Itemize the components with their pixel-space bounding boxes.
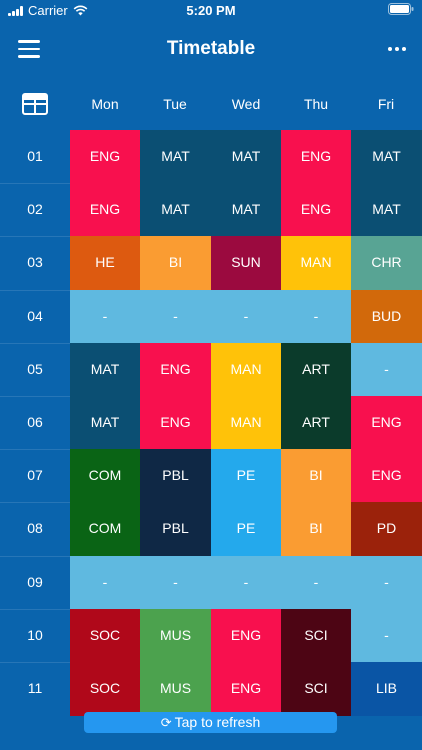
period-divider: [0, 342, 70, 344]
timetable-cell[interactable]: -: [351, 342, 422, 397]
refresh-button[interactable]: ⟳ Tap to refresh: [84, 712, 337, 733]
timetable-cell[interactable]: MUS: [140, 662, 211, 716]
timetable-cell[interactable]: SCI: [281, 662, 351, 716]
day-header-row: Mon Tue Wed Thu Fri: [0, 78, 422, 130]
timetable-cell[interactable]: ENG: [140, 342, 211, 397]
period-label: 08: [27, 520, 43, 537]
timetable-cell[interactable]: ENG: [70, 130, 140, 184]
status-bar: Carrier 5:20 PM: [0, 0, 422, 22]
period-divider: [0, 555, 70, 557]
period-label: 05: [27, 360, 43, 377]
timetable-cell[interactable]: MAT: [351, 183, 422, 238]
timetable-cell[interactable]: MAT: [70, 396, 140, 450]
timetable-cell[interactable]: MAN: [211, 342, 281, 397]
period-label: 01: [27, 148, 43, 164]
timetable-cell[interactable]: -: [211, 555, 281, 610]
timetable-cell[interactable]: -: [281, 555, 351, 610]
day-header-fri: Fri: [377, 96, 395, 112]
timetable-cell[interactable]: MAT: [70, 342, 140, 397]
period-label: 11: [27, 680, 43, 696]
period-label: 07: [27, 467, 43, 484]
more-ellipsis-icon[interactable]: [388, 47, 406, 51]
battery-icon: [388, 3, 414, 18]
timetable-cell[interactable]: COM: [70, 449, 140, 504]
refresh-label: Tap to refresh: [174, 714, 261, 730]
status-left: Carrier: [8, 3, 88, 18]
period-label: 04: [27, 307, 43, 324]
timetable-cell[interactable]: HE: [70, 236, 140, 291]
timetable-cell[interactable]: MAT: [211, 130, 281, 184]
period-label: 03: [27, 254, 43, 271]
timetable-cell[interactable]: LIB: [351, 662, 422, 716]
wifi-icon: [73, 5, 88, 16]
timetable-cell[interactable]: ENG: [351, 396, 422, 450]
signal-icon: [8, 5, 23, 16]
timetable-cell[interactable]: -: [211, 289, 281, 344]
timetable-cell[interactable]: SOC: [70, 608, 140, 663]
timetable-cell[interactable]: -: [140, 289, 211, 344]
timetable-cell[interactable]: SCI: [281, 608, 351, 663]
nav-bar: Timetable: [0, 22, 422, 78]
period-divider: [0, 396, 70, 397]
page-title: Timetable: [166, 38, 256, 59]
timetable-cell[interactable]: BI: [140, 236, 211, 291]
timetable-cell[interactable]: ENG: [211, 608, 281, 663]
carrier-label: Carrier: [28, 3, 68, 18]
timetable-cell[interactable]: MAT: [140, 183, 211, 238]
timetable-cell[interactable]: PE: [211, 449, 281, 504]
day-header-thu: Thu: [303, 96, 329, 112]
period-label: 02: [27, 201, 43, 218]
timetable-cell[interactable]: COM: [70, 502, 140, 557]
period-divider: [0, 449, 70, 451]
timetable-cell[interactable]: -: [351, 555, 422, 610]
period-divider: [0, 502, 70, 504]
period-divider: [0, 183, 70, 185]
hamburger-menu-icon[interactable]: [18, 40, 40, 58]
grid-view-icon[interactable]: [22, 93, 48, 115]
period-label: 10: [27, 626, 43, 643]
timetable-cell[interactable]: MAN: [281, 236, 351, 291]
timetable-cell[interactable]: ENG: [351, 449, 422, 504]
refresh-icon: ⟳: [160, 715, 172, 730]
timetable-cell[interactable]: BI: [281, 502, 351, 557]
timetable-cell[interactable]: SOC: [70, 662, 140, 716]
timetable-cell[interactable]: MUS: [140, 608, 211, 663]
timetable-cell[interactable]: ART: [281, 396, 351, 450]
timetable-cell[interactable]: CHR: [351, 236, 422, 291]
timetable-cell[interactable]: MAT: [211, 183, 281, 238]
period-label: 06: [27, 414, 43, 430]
status-time: 5:20 PM: [186, 3, 236, 18]
timetable-cell[interactable]: PBL: [140, 449, 211, 504]
timetable-cell[interactable]: ENG: [281, 130, 351, 184]
timetable-cell[interactable]: PBL: [140, 502, 211, 557]
timetable-cell[interactable]: -: [70, 289, 140, 344]
timetable-cell[interactable]: PD: [351, 502, 422, 557]
period-divider: [0, 662, 70, 663]
timetable-cell[interactable]: -: [351, 608, 422, 663]
timetable-cell[interactable]: PE: [211, 502, 281, 557]
timetable-cell[interactable]: ENG: [70, 183, 140, 238]
timetable-cell[interactable]: -: [140, 555, 211, 610]
timetable-cell[interactable]: ENG: [281, 183, 351, 238]
period-divider: [0, 608, 70, 610]
period-divider: [0, 236, 70, 238]
period-divider: [0, 289, 70, 291]
timetable-cell[interactable]: -: [281, 289, 351, 344]
timetable-cell[interactable]: ENG: [140, 396, 211, 450]
timetable-cell[interactable]: SUN: [211, 236, 281, 291]
timetable-cell[interactable]: BUD: [351, 289, 422, 344]
day-header-tue: Tue: [163, 96, 187, 112]
timetable-cell[interactable]: -: [70, 555, 140, 610]
day-header-mon: Mon: [91, 96, 119, 112]
period-label: 09: [27, 573, 43, 590]
timetable-cell[interactable]: BI: [281, 449, 351, 504]
day-header-wed: Wed: [231, 96, 261, 112]
timetable-cell[interactable]: ART: [281, 342, 351, 397]
timetable-cell[interactable]: MAN: [211, 396, 281, 450]
timetable-cell[interactable]: MAT: [351, 130, 422, 184]
timetable-cell[interactable]: ENG: [211, 662, 281, 716]
timetable-cell[interactable]: MAT: [140, 130, 211, 184]
